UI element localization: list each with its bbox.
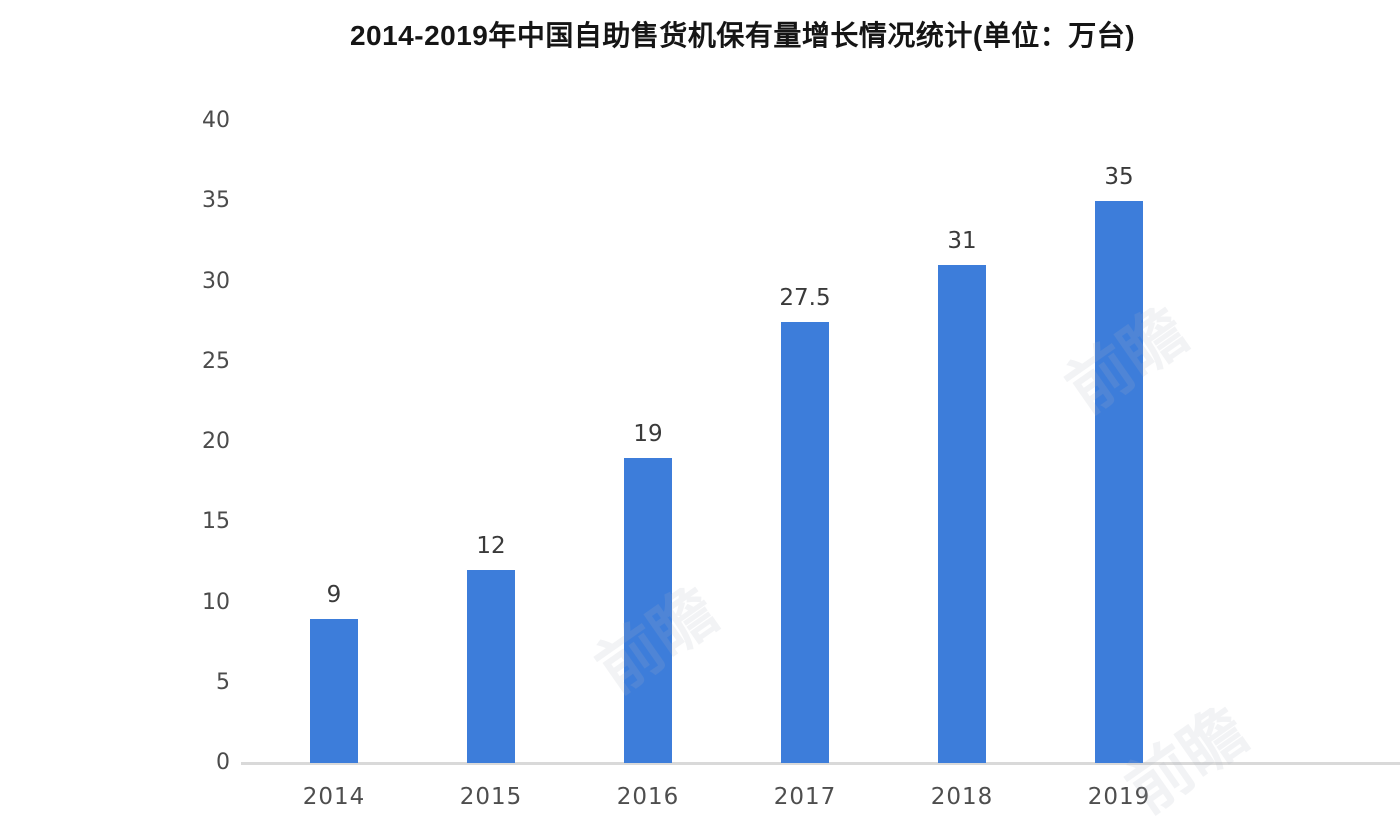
- x-tick-label-2018: 2018: [930, 784, 994, 810]
- bar-2016: [624, 458, 672, 763]
- y-tick-label-10: 10: [202, 589, 230, 615]
- y-tick-label-35: 35: [202, 188, 230, 214]
- bar-value-label-2015: 12: [476, 533, 506, 560]
- bar-2018: [938, 265, 986, 763]
- x-tick-label-2016: 2016: [616, 784, 680, 810]
- x-tick-label-2014: 2014: [302, 784, 366, 810]
- y-tick-label-20: 20: [202, 429, 230, 454]
- bar-value-label-2018: 31: [947, 228, 977, 255]
- bar-value-label-2016: 19: [633, 421, 663, 448]
- bar-value-label-2017: 27.5: [779, 284, 831, 311]
- x-tick-label-2017: 2017: [773, 784, 837, 810]
- y-tick-label-25: 25: [202, 348, 230, 374]
- y-tick-label-0: 0: [216, 750, 230, 775]
- x-tick-label-2019: 2019: [1087, 784, 1151, 810]
- x-axis-line: [241, 762, 1400, 765]
- y-tick-label-30: 30: [202, 268, 230, 294]
- bar-value-label-2019: 35: [1104, 164, 1134, 191]
- bar-2015: [467, 570, 515, 763]
- bar-2017: [781, 321, 829, 763]
- y-tick-label-5: 5: [216, 669, 230, 695]
- bar-value-label-2014: 9: [326, 581, 342, 608]
- x-tick-label-2015: 2015: [459, 784, 523, 810]
- chart-title: 2014-2019年中国自助售货机保有量增长情况统计(单位：万台): [349, 20, 1136, 51]
- y-tick-label-15: 15: [202, 509, 230, 535]
- y-tick-label-40: 40: [202, 108, 230, 133]
- bar-2014: [310, 618, 358, 763]
- bar-2019: [1095, 201, 1143, 763]
